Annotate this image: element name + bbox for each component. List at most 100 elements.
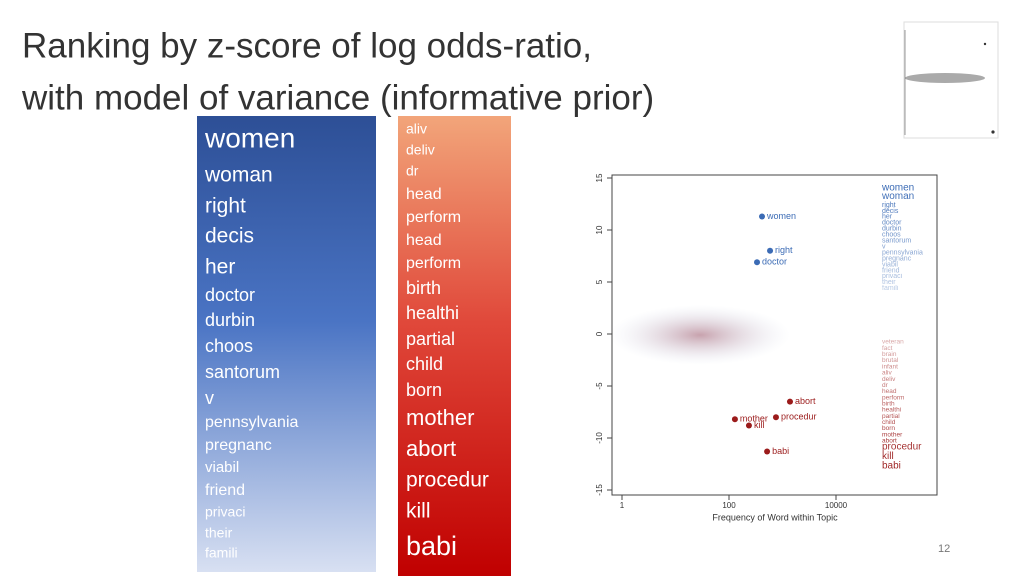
ranked-word: friend bbox=[205, 482, 245, 499]
thumbnail bbox=[903, 21, 999, 139]
legend-word: brutal bbox=[882, 357, 899, 364]
legend-word: friend bbox=[882, 267, 900, 274]
legend-word: their bbox=[882, 279, 896, 286]
legend-word: doctor bbox=[882, 220, 902, 227]
ranked-word: perform bbox=[406, 209, 461, 226]
legend-word: healthi bbox=[882, 407, 901, 414]
ranked-word: pregnanc bbox=[205, 437, 272, 454]
legend-word: pregnanc bbox=[882, 255, 912, 262]
ranked-word: woman bbox=[204, 164, 273, 187]
legend-word: kill bbox=[882, 451, 894, 462]
legend-word: partial bbox=[882, 413, 900, 420]
y-tick-label: 0 bbox=[595, 331, 604, 336]
ranked-word: child bbox=[406, 354, 443, 374]
point-label: mother bbox=[740, 414, 768, 424]
legend-word: v bbox=[882, 243, 886, 250]
legend-word: head bbox=[882, 388, 897, 395]
legend-word: pennsylvania bbox=[882, 249, 923, 256]
y-tick-label: -10 bbox=[595, 432, 604, 444]
legend-word: fact bbox=[882, 345, 893, 352]
ranked-word: durbin bbox=[205, 310, 255, 330]
ranked-word: abort bbox=[406, 436, 456, 461]
legend-word: women bbox=[881, 183, 914, 194]
word-point bbox=[731, 416, 738, 423]
point-label: kill bbox=[754, 420, 765, 430]
ranked-word: birth bbox=[406, 278, 441, 298]
ranked-word: head bbox=[406, 186, 442, 203]
ranked-word: perform bbox=[406, 255, 461, 272]
legend-word: infant bbox=[882, 363, 898, 370]
word-point bbox=[745, 422, 752, 429]
ranked-word: privaci bbox=[205, 504, 245, 520]
point-label: abort bbox=[795, 396, 816, 406]
ranked-word: head bbox=[406, 232, 442, 249]
legend-word: viabil bbox=[882, 261, 898, 268]
point-label: procedur bbox=[781, 412, 817, 422]
legend-word: decis bbox=[882, 208, 899, 215]
ranked-word: healthi bbox=[406, 303, 459, 323]
ranked-word: choos bbox=[205, 336, 253, 356]
legend-word: child bbox=[882, 419, 896, 426]
legend-word: born bbox=[882, 425, 895, 432]
word-point bbox=[759, 213, 766, 220]
point-label: babi bbox=[772, 446, 789, 456]
ranked-word: decis bbox=[205, 225, 254, 248]
legend-word: aliv bbox=[882, 370, 893, 377]
legend-word: babi bbox=[882, 461, 901, 472]
x-tick-label: 100 bbox=[722, 501, 736, 510]
title-line: with model of variance (informative prio… bbox=[21, 78, 654, 117]
ranked-word: partial bbox=[406, 329, 455, 349]
word-point bbox=[754, 259, 761, 266]
legend-word: abort bbox=[882, 438, 897, 445]
y-tick-label: 5 bbox=[595, 279, 604, 284]
word-point bbox=[772, 414, 779, 421]
legend-word: birth bbox=[882, 400, 895, 407]
y-tick-label: 10 bbox=[595, 225, 604, 234]
point-cloud bbox=[610, 305, 790, 365]
ranked-word: dr bbox=[406, 163, 419, 179]
legend-word: woman bbox=[881, 191, 914, 202]
x-tick-label: 10000 bbox=[825, 501, 848, 510]
ranked-word: her bbox=[205, 256, 235, 279]
y-tick-label: 15 bbox=[595, 173, 604, 182]
point-label: doctor bbox=[762, 257, 787, 267]
point-label: women bbox=[766, 211, 796, 221]
legend-word: right bbox=[882, 202, 896, 209]
title-line: Ranking by z-score of log odds-ratio, bbox=[22, 26, 592, 65]
legend-word: choos bbox=[882, 232, 901, 239]
legend-word: privaci bbox=[882, 273, 903, 280]
x-axis-label: Frequency of Word within Topic bbox=[712, 512, 838, 522]
legend-word: dr bbox=[882, 382, 889, 389]
ranked-word: born bbox=[406, 380, 442, 400]
ranked-word: women bbox=[204, 122, 295, 153]
legend-word: brain bbox=[882, 351, 897, 358]
ranked-word: santorum bbox=[205, 362, 280, 382]
blue-column bbox=[197, 116, 376, 572]
ranked-word: procedur bbox=[406, 469, 489, 492]
legend-word: santorum bbox=[882, 238, 911, 245]
ranked-word: babi bbox=[406, 531, 457, 561]
y-tick-label: -5 bbox=[595, 382, 604, 390]
ranked-word: deliv bbox=[406, 142, 435, 158]
legend-word: durbin bbox=[882, 226, 902, 233]
ranked-word: famili bbox=[205, 545, 238, 561]
ranked-word: aliv bbox=[406, 121, 427, 137]
ranked-word: doctor bbox=[205, 285, 255, 305]
red-column bbox=[398, 116, 511, 576]
ranked-word: their bbox=[205, 525, 233, 541]
y-tick-label: -15 bbox=[595, 484, 604, 496]
legend-word: deliv bbox=[882, 376, 896, 383]
ranked-word: v bbox=[205, 388, 214, 408]
point-label: right bbox=[775, 245, 793, 255]
ranked-word: mother bbox=[406, 405, 474, 430]
legend-word: mother bbox=[882, 431, 903, 438]
ranked-word: kill bbox=[406, 500, 431, 523]
ranked-word: pennsylvania bbox=[205, 414, 299, 431]
ranked-word: right bbox=[205, 195, 246, 218]
legend-word: procedur bbox=[882, 442, 922, 453]
word-point bbox=[786, 398, 793, 405]
word-point bbox=[767, 247, 774, 254]
word-point bbox=[764, 448, 771, 455]
legend-word: her bbox=[882, 214, 893, 221]
